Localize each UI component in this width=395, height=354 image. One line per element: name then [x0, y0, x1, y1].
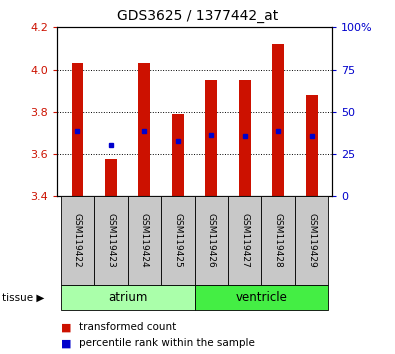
Bar: [128, 196, 161, 285]
Text: ■: ■: [61, 338, 72, 348]
Text: GSM119428: GSM119428: [274, 213, 283, 268]
Text: transformed count: transformed count: [79, 322, 176, 332]
Text: percentile rank within the sample: percentile rank within the sample: [79, 338, 255, 348]
Bar: [71, 63, 83, 196]
Bar: [239, 80, 250, 196]
Text: GSM119426: GSM119426: [207, 213, 216, 268]
Bar: [105, 159, 117, 196]
Bar: [205, 80, 217, 196]
Bar: [273, 44, 284, 196]
Bar: [195, 285, 329, 310]
Bar: [139, 63, 150, 196]
Bar: [161, 196, 195, 285]
Bar: [60, 285, 195, 310]
Text: GSM119429: GSM119429: [307, 213, 316, 268]
Text: GSM119427: GSM119427: [240, 213, 249, 268]
Text: ■: ■: [61, 322, 72, 332]
Text: atrium: atrium: [108, 291, 147, 304]
Text: tissue ▶: tissue ▶: [2, 293, 44, 303]
Bar: [60, 196, 94, 285]
Text: GSM119422: GSM119422: [73, 213, 82, 268]
Bar: [172, 114, 184, 196]
Bar: [195, 196, 228, 285]
Text: GSM119425: GSM119425: [173, 213, 182, 268]
Bar: [94, 196, 128, 285]
Text: GDS3625 / 1377442_at: GDS3625 / 1377442_at: [117, 9, 278, 23]
Text: ventricle: ventricle: [235, 291, 288, 304]
Text: GSM119424: GSM119424: [140, 213, 149, 268]
Bar: [295, 196, 329, 285]
Bar: [228, 196, 261, 285]
Bar: [261, 196, 295, 285]
Text: GSM119423: GSM119423: [106, 213, 115, 268]
Bar: [306, 95, 318, 196]
